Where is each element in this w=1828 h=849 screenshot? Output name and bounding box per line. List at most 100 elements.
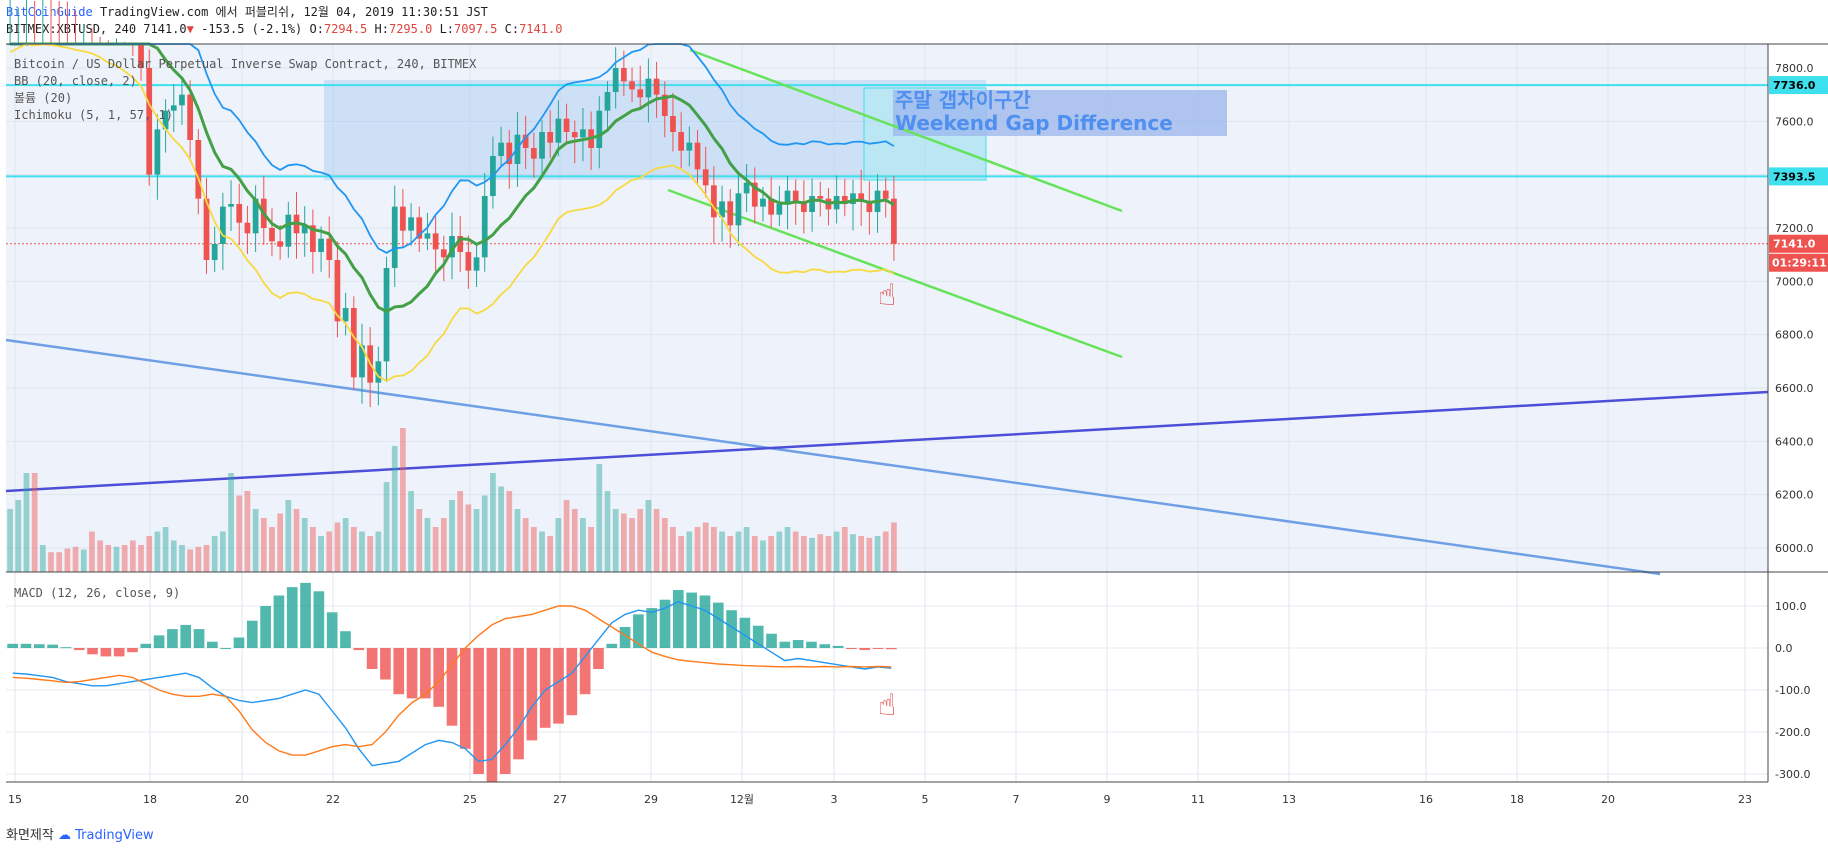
volume-bar bbox=[825, 536, 832, 572]
volume-bar bbox=[72, 546, 79, 572]
candle-body bbox=[334, 260, 341, 322]
macd-histogram-bar bbox=[246, 620, 258, 648]
volume-bar bbox=[252, 509, 259, 572]
macd-histogram-bar bbox=[73, 648, 85, 651]
volume-bar bbox=[670, 527, 676, 572]
close-label: C: bbox=[504, 22, 520, 36]
tradingview-link[interactable]: TradingView bbox=[75, 828, 154, 843]
candle-body bbox=[473, 257, 480, 271]
x-tick-label: 27 bbox=[553, 793, 567, 806]
candle-body bbox=[301, 225, 308, 234]
candle-body bbox=[661, 94, 668, 116]
x-tick-label: 13 bbox=[1282, 793, 1296, 806]
macd-histogram-bar bbox=[326, 612, 338, 648]
volume-bar bbox=[629, 518, 635, 572]
volume-bar bbox=[367, 536, 374, 572]
volume-bar bbox=[490, 473, 496, 572]
macd-histogram-bar bbox=[606, 643, 618, 648]
y-tick-label: -300.0 bbox=[1775, 768, 1810, 781]
y-tick-label: 7200.0 bbox=[1775, 222, 1814, 235]
candle-body bbox=[277, 241, 284, 247]
candle-body bbox=[465, 252, 472, 271]
y-tick-label: 6400.0 bbox=[1775, 435, 1814, 448]
candle-body bbox=[432, 233, 439, 250]
macd-histogram-bar bbox=[60, 647, 72, 649]
x-tick-label: 20 bbox=[235, 793, 249, 806]
candle-body bbox=[154, 129, 161, 175]
candle-body bbox=[179, 94, 185, 106]
volume-legend[interactable]: 볼륨 (20) bbox=[14, 91, 73, 105]
volume-bar bbox=[694, 527, 701, 572]
volume-bar bbox=[743, 527, 750, 572]
ichimoku-legend[interactable]: Ichimoku (5, 1, 57, 1) bbox=[14, 108, 173, 122]
volume-bar bbox=[498, 486, 504, 572]
candle-body bbox=[408, 217, 414, 231]
made-label: 화면제작 bbox=[6, 828, 54, 843]
volume-bar bbox=[850, 534, 856, 572]
macd-histogram-bar bbox=[313, 591, 325, 648]
volume-bar bbox=[637, 509, 644, 572]
x-tick-label: 9 bbox=[1104, 793, 1111, 806]
x-tick-label: 20 bbox=[1601, 793, 1615, 806]
volume-bar bbox=[179, 545, 185, 572]
macd-histogram-bar bbox=[819, 644, 831, 648]
volume-bar bbox=[15, 500, 22, 572]
volume-bar bbox=[760, 540, 766, 572]
volume-bar bbox=[612, 509, 619, 572]
macd-histogram-bar bbox=[20, 643, 32, 648]
volume-bar bbox=[80, 549, 87, 572]
volume-bar bbox=[882, 531, 889, 572]
volume-bar bbox=[473, 509, 480, 572]
candle-body bbox=[702, 169, 709, 186]
macd-histogram-bar bbox=[127, 648, 138, 653]
volume-bar bbox=[187, 549, 193, 572]
volume-bar bbox=[105, 545, 112, 572]
candle-body bbox=[203, 198, 210, 260]
macd-histogram-bar bbox=[566, 648, 578, 716]
candle-body bbox=[342, 308, 349, 322]
price-tag bbox=[1769, 76, 1828, 95]
volume-bar bbox=[866, 537, 873, 572]
volume-bar bbox=[89, 531, 95, 572]
macd-histogram-bar bbox=[167, 629, 178, 648]
macd-histogram-bar bbox=[273, 595, 285, 648]
x-tick-label: 18 bbox=[143, 793, 157, 806]
macd-histogram-bar bbox=[153, 635, 165, 648]
bb-legend[interactable]: BB (20, close, 2) bbox=[14, 74, 137, 88]
candle-body bbox=[170, 105, 177, 111]
candle-body bbox=[670, 116, 676, 132]
macd-histogram-bar bbox=[33, 644, 45, 648]
volume-bar bbox=[735, 531, 742, 572]
candle-body bbox=[457, 236, 464, 252]
volume-bar bbox=[727, 536, 734, 572]
macd-histogram-bar bbox=[47, 644, 58, 648]
volume-bar bbox=[522, 518, 529, 572]
moving-average-line bbox=[10, 42, 895, 314]
y-tick-label: 7800.0 bbox=[1775, 62, 1814, 75]
volume-bar bbox=[162, 527, 169, 572]
volume-bar bbox=[514, 509, 521, 572]
volume-bar bbox=[588, 527, 594, 572]
x-tick-label: 22 bbox=[326, 793, 340, 806]
volume-bar bbox=[547, 536, 554, 572]
macd-histogram-bar bbox=[113, 648, 125, 657]
volume-bar bbox=[228, 473, 234, 572]
candle-body bbox=[440, 249, 447, 258]
macd-histogram-bar bbox=[433, 648, 445, 707]
volume-bar bbox=[858, 536, 865, 572]
macd-histogram-bar bbox=[726, 610, 737, 648]
candle-body bbox=[138, 44, 144, 68]
gap-annotation-en: Weekend Gap Difference bbox=[895, 111, 1173, 135]
candle-body bbox=[530, 148, 537, 159]
candle-body bbox=[506, 142, 513, 164]
macd-histogram-bar bbox=[686, 592, 697, 648]
macd-histogram-bar bbox=[752, 625, 764, 648]
macd-histogram-bar bbox=[446, 648, 458, 726]
y-tick-label: 7600.0 bbox=[1775, 115, 1814, 128]
macd-histogram-bar bbox=[633, 614, 644, 648]
x-tick-label: 3 bbox=[831, 793, 838, 806]
volume-bar bbox=[719, 531, 725, 572]
macd-legend[interactable]: MACD (12, 26, close, 9) bbox=[14, 586, 181, 600]
author-link[interactable]: BitCoinGuide bbox=[6, 5, 93, 19]
